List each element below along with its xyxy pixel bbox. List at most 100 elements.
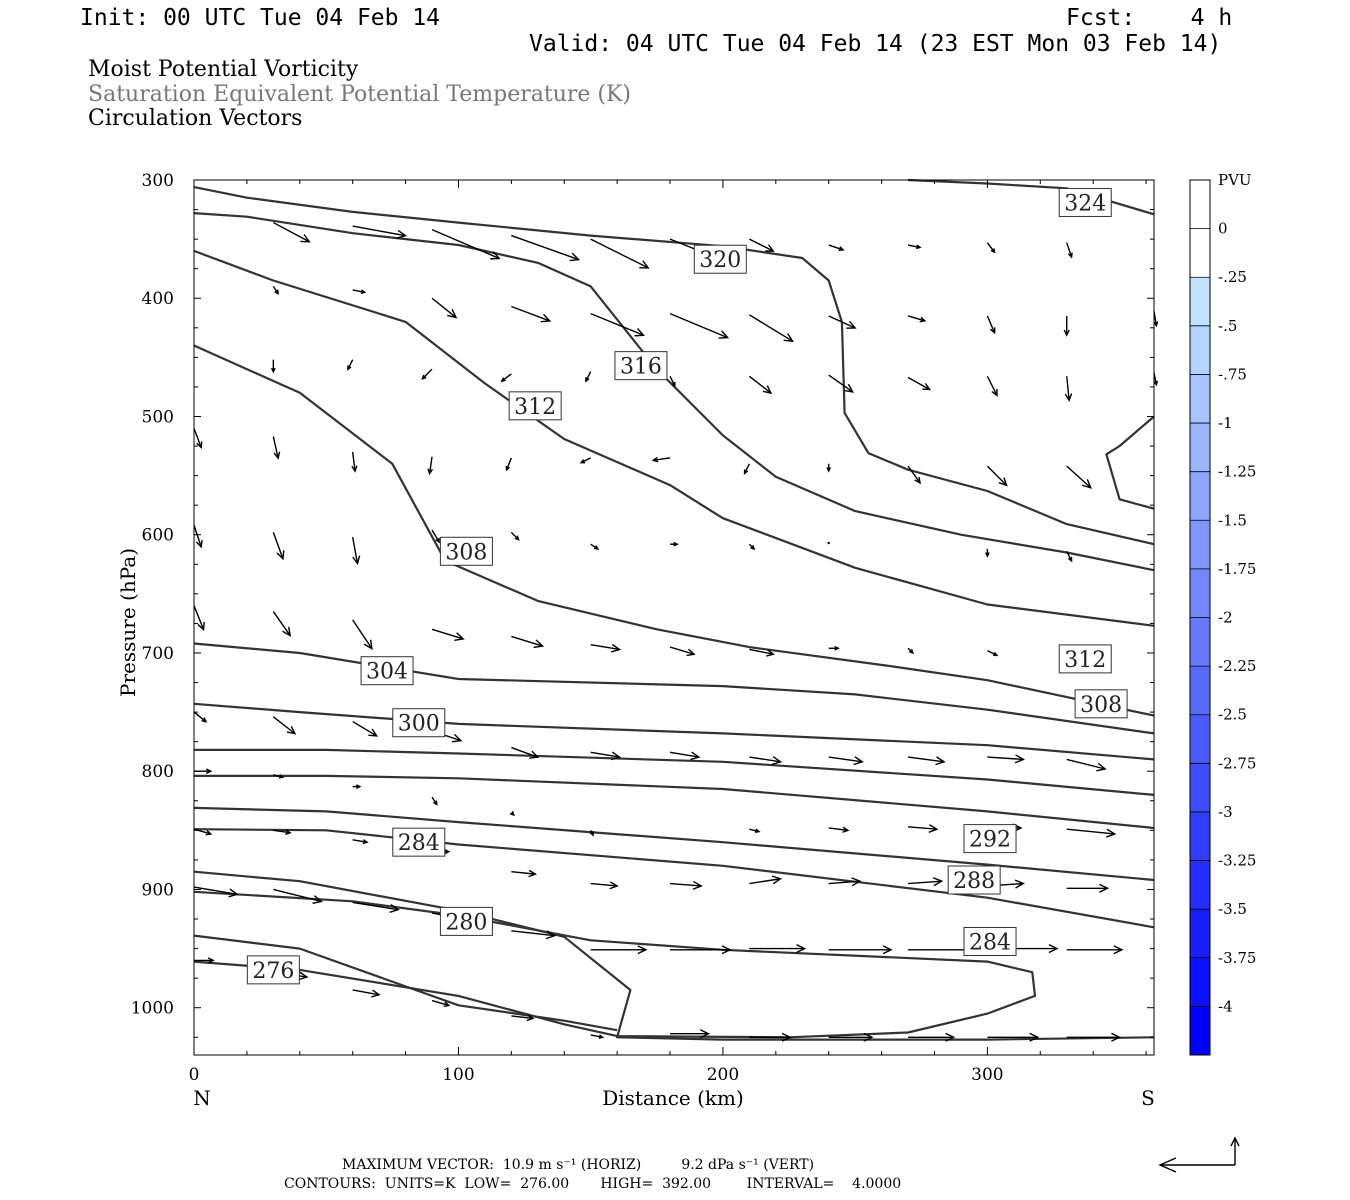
vector-shaft [272,532,284,560]
vector-head [371,989,381,998]
vector-arrow [669,751,701,761]
vector-head [443,848,451,855]
vector-head [490,251,501,260]
vector-head [846,320,857,329]
vector-shaft [749,238,774,252]
vector-shaft [907,880,942,885]
vector-shaft [1066,242,1073,258]
vector-arrow [669,375,676,388]
contour-label: 312 [508,391,562,421]
vector-head [700,1029,711,1039]
colorbar-segment [1190,763,1210,813]
contour-label-box [693,244,747,274]
vector-shaft [351,451,356,472]
vector-arrow [352,289,367,295]
vector-arrow [590,881,619,890]
vector-head [743,469,749,475]
vector-arrow [431,796,438,806]
vector-head [589,831,594,837]
vector-head [526,1014,535,1022]
vector-arrow [352,901,400,913]
vector-shaft [511,1015,534,1020]
vector-head [754,828,761,834]
vector-shaft [511,871,536,875]
vector-arrow [670,541,679,547]
colorbar-segment [1190,471,1210,521]
x-tick-label: 100 [442,1065,474,1085]
contour-label-text: 312 [514,395,556,420]
vector-shaft [748,375,772,394]
plot-frame [193,179,1155,1056]
contour-label: 300 [392,708,446,738]
contour-label-text: 300 [398,712,440,737]
vector-shaft [510,531,520,541]
colorbar-tick-label: -1.5 [1218,511,1247,529]
contour-label: 304 [360,656,414,686]
contour-label-box [439,906,493,936]
vector-shaft [669,882,702,887]
vector-arrow [273,774,285,779]
vector-shaft [749,314,793,342]
vector-shaft [828,756,863,763]
vector-arrow [431,999,451,1007]
vector-arrow [590,238,650,269]
vector-head [540,313,552,323]
contour-label-box [1058,644,1112,674]
colorbar-tick-label: -2.25 [1218,657,1256,675]
contour-284 [193,828,1155,929]
vector-head [762,385,773,395]
contour-label-text: 292 [969,828,1011,853]
contour-label: 284 [392,827,446,857]
y-tick-label: 500 [142,407,174,427]
vector-arrow [828,645,840,651]
vector-head [610,751,622,761]
vector-arrow [272,436,281,460]
vector-head [427,468,434,476]
vector-arrow [431,529,441,544]
vector-head [598,1034,605,1039]
contour-label: 280 [439,906,493,936]
vector-arrow [669,880,703,890]
vector-shaft [590,238,649,269]
vector-shaft [590,882,618,887]
vector-arrow [273,829,292,835]
vector-shaft [352,839,368,843]
vector-head [352,555,361,566]
colorbar-tick-label: -1.25 [1218,463,1256,481]
vector-shaft [986,465,1008,486]
contour-label: 308 [439,536,493,566]
vector-arrow [1064,376,1073,402]
vector-head [196,441,203,450]
vector-arrow [907,376,932,391]
vector-head [533,639,545,649]
contour-label-text: 308 [445,540,487,565]
vector-head [1111,1032,1122,1042]
vector-arrow [352,619,373,651]
vector-shaft [907,315,926,322]
vector-head [505,465,510,472]
vector-head [826,467,832,473]
vector-arrow [511,930,557,940]
y-tick-label: 800 [142,762,174,782]
vector-arrow [827,541,830,545]
contour-320 [1105,415,1155,510]
vector-arrow [193,525,203,549]
init-time: Init: 00 UTC Tue 04 Feb 14 [80,5,441,31]
vector-shaft [273,888,322,903]
vector-arrow [590,945,648,955]
vector-arrow [828,945,893,955]
vector-arrow [511,869,537,878]
vector-arrow [907,877,944,887]
contour-label-box [963,926,1017,956]
vector-shaft [193,605,205,630]
vector-arrow [748,543,756,551]
colorbar-segment [1190,811,1210,862]
vector-arrow [987,754,1025,764]
vector-shaft [1066,465,1092,489]
vector-arrow [828,877,862,887]
colorbar-segment [1190,277,1210,327]
contour-label-text: 284 [969,930,1011,955]
colorbar-tick-label: 0 [1218,220,1228,238]
vector-shaft [749,648,774,655]
